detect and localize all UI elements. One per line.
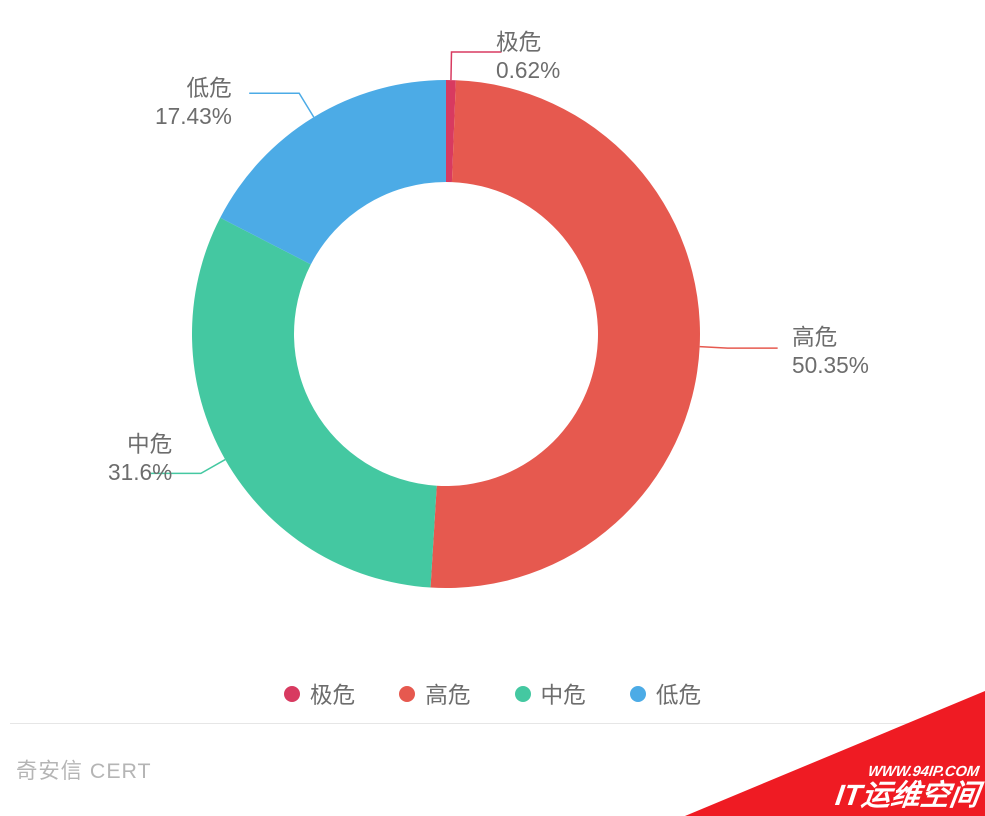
leader-line-0	[451, 52, 502, 80]
source-attribution: 奇安信 CERT	[16, 754, 152, 785]
legend-label: 中危	[541, 677, 586, 710]
legend-item-2[interactable]: 中危	[515, 677, 586, 710]
legend-dot-icon	[515, 686, 531, 702]
legend-item-1[interactable]: 高危	[399, 677, 470, 710]
section-divider	[10, 723, 975, 724]
leader-line-3	[249, 93, 314, 117]
legend: 极危 高危 中危 低危	[0, 677, 985, 710]
legend-dot-icon	[630, 686, 646, 702]
slice-1[interactable]	[431, 80, 700, 588]
slice-2[interactable]	[192, 218, 437, 588]
legend-label: 高危	[425, 677, 470, 710]
donut-chart-container: 极危0.62%高危50.35%中危31.6%低危17.43% 极危高危中危低危 …	[0, 0, 985, 816]
legend-item-3[interactable]: 低危	[630, 677, 701, 710]
leader-line-1	[700, 347, 778, 348]
legend-dot-icon	[399, 686, 415, 702]
legend-item-0[interactable]: 极危	[284, 677, 355, 710]
leader-line-2	[151, 460, 225, 474]
legend-dot-icon	[284, 686, 300, 702]
legend-label: 极危	[310, 677, 355, 710]
legend-label: 低危	[656, 677, 701, 710]
